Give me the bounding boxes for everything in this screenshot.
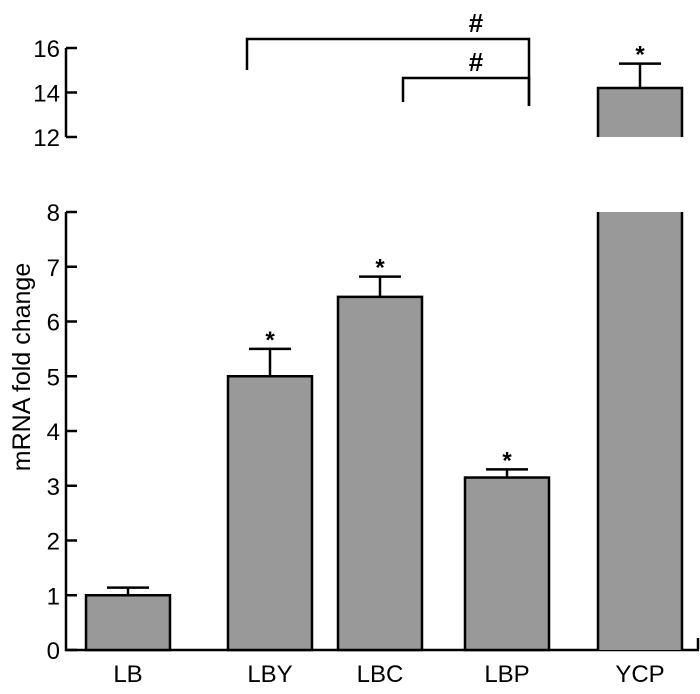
x-tick-label: LBP [484,661,529,688]
bar-lby [226,375,314,652]
comparison-brackets: ## [245,8,531,106]
y-tick-label: 12 [33,125,60,152]
y-tick-label: 5 [47,364,60,391]
x-tick-label: LB [113,661,142,688]
x-tick-label: YCP [615,661,664,688]
significance-star: * [375,255,385,282]
y-tick-label: 7 [47,255,60,282]
comparison-label: # [469,47,484,77]
comparison-label: # [469,8,484,38]
bar-lb [84,594,172,652]
comparison-bracket [245,37,531,106]
y-tick-label: 1 [47,583,60,610]
bar-lbp [463,476,551,652]
y-tick-label: 16 [33,36,60,63]
y-axis-label: mRNA fold change [8,263,36,471]
significance-star: * [635,42,645,69]
x-tick-label: LBY [247,661,292,688]
bar-ycp-upper [598,88,682,137]
y-tick-label: 8 [47,200,60,227]
y-tick-label: 14 [33,81,60,108]
y-tick-label: 4 [47,419,60,446]
bar-ycp-lower [598,212,682,650]
y-tick-label: 3 [47,474,60,501]
bar-lbc [336,295,424,652]
y-tick-label: 0 [47,638,60,665]
significance-star: * [502,447,512,474]
y-tick-label: 2 [47,529,60,556]
comparison-bracket [401,76,531,106]
significance-star: * [265,327,275,354]
x-tick-label: LBC [357,661,404,688]
bars: LB * LBY * LBC * LBP * YCP [84,42,684,688]
y-tick-label: 6 [47,310,60,337]
